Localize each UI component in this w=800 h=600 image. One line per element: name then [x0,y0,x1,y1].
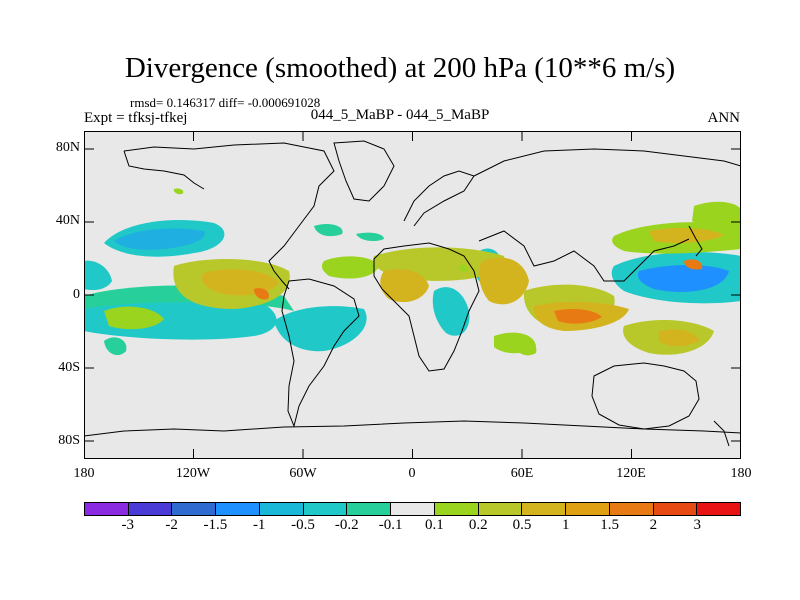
y-tick-label: 80N [55,140,80,155]
contour-pos-small-2 [458,264,469,272]
x-tick-label: 120E [616,466,646,481]
contour-neg-small-1 [104,337,127,356]
coastline-asia-south [478,230,690,282]
map-frame [84,131,741,459]
colorbar-label: -1.5 [203,517,228,533]
experiment-label: Expt = tfksj-tfkej [84,110,188,126]
coastline-greenland [333,140,395,202]
contour-pos-small-4 [684,259,703,270]
rmsd-diff-stats: rmsd= 0.146317 diff= -0.000691028 [130,95,321,110]
contour-pos-north-atlantic [321,256,379,279]
contour-neg-pacific-north-core [114,228,205,250]
colorbar-label: -2 [165,517,178,533]
colorbar-swatch [391,503,435,515]
coastline-south-america [281,278,360,428]
contour-neg-atlantic [274,306,367,352]
contour-neg-small-3 [356,232,384,242]
coastline-japan [688,225,703,257]
coastline-europe [403,170,475,227]
contour-pos-indian-west [478,257,529,305]
coastlines [84,140,741,447]
colorbar-label: 1.5 [600,517,619,533]
colorbar-label: 2 [649,517,658,533]
y-tick-label: 40S [58,360,80,375]
contour-pos-small-1 [173,188,184,195]
colorbar-label: -0.1 [378,517,403,533]
y-tick-label: 40N [55,213,80,228]
plot-title: Divergence (smoothed) at 200 hPa (10**6 … [124,52,676,84]
coastline-australia [591,362,700,430]
x-tick-label: 120W [175,466,211,481]
contour-pos-pacific-south-core [659,329,699,347]
contour-pos-east-pacific-spot [254,288,269,300]
colorbar-swatch [128,503,173,515]
contour-fills [84,188,741,356]
colorbar-swatch [347,503,392,515]
colorbar [84,502,741,516]
x-tick-label: 180 [73,466,95,481]
colorbar-label: 0.2 [468,517,488,533]
divergence-map [84,131,741,459]
contour-pos-south-pacific [104,306,164,330]
colorbar-label: 1 [562,517,570,533]
colorbar-label: 0.5 [512,517,532,533]
case-label: 044_5_MaBP - 044_5_MaBP [310,107,490,123]
colorbar-swatch [303,503,348,515]
x-tick-label: 60E [510,466,534,481]
colorbar-label: -3 [121,517,135,533]
colorbar-swatch [478,503,523,515]
colorbar-label: 3 [693,517,701,533]
colorbar-swatch [609,503,654,515]
colorbar-swatch [434,503,479,515]
colorbar-label: -0.5 [291,517,315,533]
coastline-africa [373,242,480,372]
contour-neg-left-edge [84,260,112,291]
colorbar-swatch [566,503,610,515]
coastline-new-zealand [713,420,730,447]
x-tick-label: 180 [730,466,752,481]
contour-pos-east-asia-core [649,227,724,243]
colorbar-swatch [697,503,741,515]
colorbar-swatch [259,503,304,515]
contour-pos-maritime-core [554,309,602,324]
coastline-asia [473,148,741,177]
contour-neg-africa-east [432,287,470,336]
coastline-alaska [123,150,205,190]
colorbar-swatch [216,503,260,515]
colorbar-label: -1 [252,517,266,533]
colorbar-swatch [653,503,698,515]
coastline-north-america [123,142,335,290]
contour-neg-small-2 [314,223,343,237]
season-label: ANN [707,110,741,126]
colorbar-label: -0.2 [334,517,359,533]
contour-pos-small-3 [514,339,537,356]
colorbar-swatch [85,503,129,515]
map-ticks [84,131,741,459]
x-tick-label: 0 [408,466,416,481]
y-tick-label: 80S [58,433,80,448]
colorbar-label: 0.1 [425,517,444,533]
contour-neg-pacific-north [104,220,225,257]
x-tick-label: 60W [289,466,317,481]
y-tick-label: 0 [73,287,80,302]
contour-pos-far-east [692,201,741,232]
coastline-antarctica [84,420,741,437]
contour-neg-west-pacific-core [637,265,729,292]
colorbar-swatch [522,503,567,515]
contour-pos-africa [380,269,429,303]
colorbar-swatch [172,503,217,515]
